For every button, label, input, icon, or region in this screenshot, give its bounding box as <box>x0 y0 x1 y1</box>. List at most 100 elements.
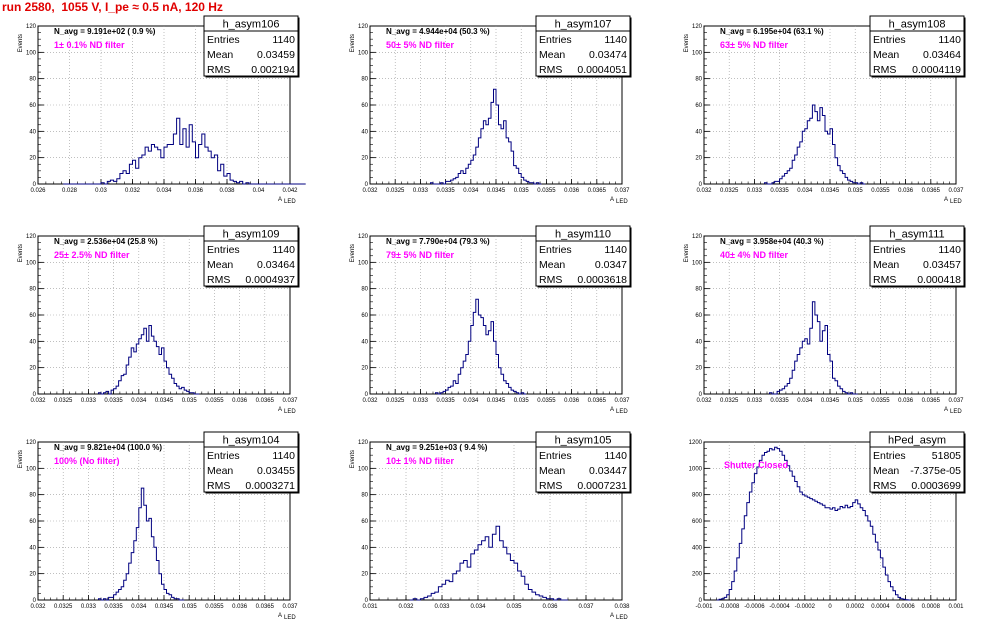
x-tick-label: 0.037 <box>282 604 298 610</box>
stats-rms-label: RMS <box>873 274 896 286</box>
histogram-panel-h_asym111: 0.032 0.0325 0.033 0.0335 0.034 0.0345 0.035 0.… <box>684 225 966 415</box>
x-tick-label: 0.031 <box>362 604 378 610</box>
y-tick-label: 20 <box>29 366 36 372</box>
x-tick-label: 0.038 <box>219 188 235 194</box>
stats-entries-value: 1140 <box>272 244 295 256</box>
x-tick-label: 0.0365 <box>922 398 941 404</box>
x-tick-label: 0.038 <box>614 604 630 610</box>
stats-entries-label: Entries <box>539 34 572 46</box>
x-axis-label: A <box>944 407 948 413</box>
stats-entries-value: 1140 <box>604 34 627 46</box>
x-tick-label: 0.0002 <box>846 604 865 610</box>
y-tick-label: 80 <box>695 287 702 293</box>
y-tick-label: 60 <box>29 103 36 109</box>
x-tick-label: 0.033 <box>413 398 429 404</box>
stats-mean-value: 0.03459 <box>257 49 295 61</box>
y-tick-label: 0 <box>699 182 703 188</box>
x-tick-label: 0.036 <box>564 398 580 404</box>
x-tick-label: 0.0335 <box>436 398 455 404</box>
x-tick-label: 0.037 <box>948 398 964 404</box>
x-tick-label: 0.032 <box>362 398 378 404</box>
x-tick-label: 0.037 <box>948 188 964 194</box>
x-tick-label: 0.042 <box>282 188 298 194</box>
x-tick-label: 0.0355 <box>537 188 556 194</box>
filter-label: 10± 1% ND filter <box>386 456 454 466</box>
x-tick-label: 0.0004 <box>871 604 890 610</box>
y-tick-label: 60 <box>29 313 36 319</box>
y-tick-label: 600 <box>692 519 703 525</box>
y-tick-label: 0 <box>699 392 703 398</box>
y-tick-label: 80 <box>361 493 368 499</box>
y-tick-label: 100 <box>26 466 37 472</box>
y-tick-label: 20 <box>695 366 702 372</box>
stats-box-frame <box>535 431 631 493</box>
stats-name: h_asym109 <box>223 229 280 241</box>
x-tick-label: 0.032 <box>30 604 46 610</box>
y-tick-label: 100 <box>358 50 369 56</box>
stats-mean-label: Mean <box>539 259 565 271</box>
x-tick-label: 0.032 <box>398 604 414 610</box>
x-tick-label: 0.0355 <box>205 604 224 610</box>
stats-mean-label: Mean <box>873 465 899 477</box>
y-tick-label: 40 <box>695 339 702 345</box>
y-tick-label: 0 <box>365 182 369 188</box>
y-axis-label: Events <box>684 244 690 262</box>
stats-box: h_asym106 Entries 1140 Mean 0.03459 RMS 0.0021… <box>203 15 300 78</box>
y-tick-label: 120 <box>692 24 703 30</box>
stats-entries-label: Entries <box>539 244 572 256</box>
x-tick-label: -0.001 <box>695 604 713 610</box>
histogram-panel-h_asym108: 0.032 0.0325 0.033 0.0335 0.034 0.0345 0.035 0.… <box>684 15 966 205</box>
y-axis-label: Events <box>18 244 24 262</box>
histogram-panel-h_asym109: 0.032 0.0325 0.033 0.0335 0.034 0.0345 0.035 0.… <box>18 225 300 415</box>
histogram-line <box>98 325 200 395</box>
y-tick-label: 60 <box>361 313 368 319</box>
stats-mean-value: 0.03464 <box>923 49 961 61</box>
stats-entries-value: 1140 <box>938 34 961 46</box>
x-tick-label: 0.033 <box>747 398 763 404</box>
y-tick-label: 120 <box>26 234 37 240</box>
x-tick-label: 0.04 <box>253 188 265 194</box>
y-axis-label: Events <box>350 34 356 52</box>
stats-mean-label: Mean <box>539 465 565 477</box>
y-tick-label: 120 <box>358 24 369 30</box>
x-tick-label: 0.0365 <box>588 398 607 404</box>
stats-entries-value: 1140 <box>604 450 627 462</box>
y-tick-label: 80 <box>695 77 702 83</box>
x-tick-label: 0.037 <box>614 188 630 194</box>
x-tick-label: -0.0008 <box>719 604 740 610</box>
x-tick-label: 0.034 <box>470 604 486 610</box>
histogram-panel-h_asym104: 0.032 0.0325 0.033 0.0335 0.034 0.0345 0.035 0.… <box>18 431 300 621</box>
x-tick-label: 0.0335 <box>104 398 123 404</box>
x-tick-label: 0.032 <box>125 188 141 194</box>
y-tick-label: 1200 <box>689 440 703 446</box>
y-tick-label: 1000 <box>689 466 703 472</box>
x-tick-label: 0.033 <box>413 188 429 194</box>
stats-rms-value: 0.002194 <box>251 64 295 76</box>
navg-label: N_avg = 9.251e+03 ( 9.4 %) <box>386 443 488 452</box>
x-axis-label: A <box>610 197 614 203</box>
y-tick-label: 0 <box>33 598 37 604</box>
stats-name: h_asym108 <box>889 19 946 31</box>
x-tick-label: 0.0345 <box>487 398 506 404</box>
stats-entries-value: 51805 <box>932 450 961 462</box>
y-tick-label: 60 <box>361 519 368 525</box>
stats-mean-label: Mean <box>207 49 233 61</box>
stats-rms-label: RMS <box>207 480 230 492</box>
histogram-panel-h_asym110: 0.032 0.0325 0.033 0.0335 0.034 0.0345 0.035 0.… <box>350 225 632 415</box>
stats-box-frame <box>869 225 965 287</box>
y-tick-label: 40 <box>29 129 36 135</box>
stats-mean-label: Mean <box>873 259 899 271</box>
stats-rms-value: 0.0003271 <box>245 480 295 492</box>
x-tick-label: 0.0345 <box>155 398 174 404</box>
stats-name: h_asym106 <box>223 19 280 31</box>
y-tick-label: 0 <box>33 392 37 398</box>
x-tick-label: 0.036 <box>564 188 580 194</box>
stats-rms-label: RMS <box>207 274 230 286</box>
x-tick-label: 0.028 <box>62 188 78 194</box>
y-axis-label: Events <box>18 450 24 468</box>
navg-label: N_avg = 4.944e+04 (50.3 %) <box>386 27 490 36</box>
y-tick-label: 40 <box>695 129 702 135</box>
x-tick-label: 0.0325 <box>54 398 73 404</box>
x-tick-label: 0.0335 <box>770 398 789 404</box>
x-tick-label: 0.032 <box>696 188 712 194</box>
